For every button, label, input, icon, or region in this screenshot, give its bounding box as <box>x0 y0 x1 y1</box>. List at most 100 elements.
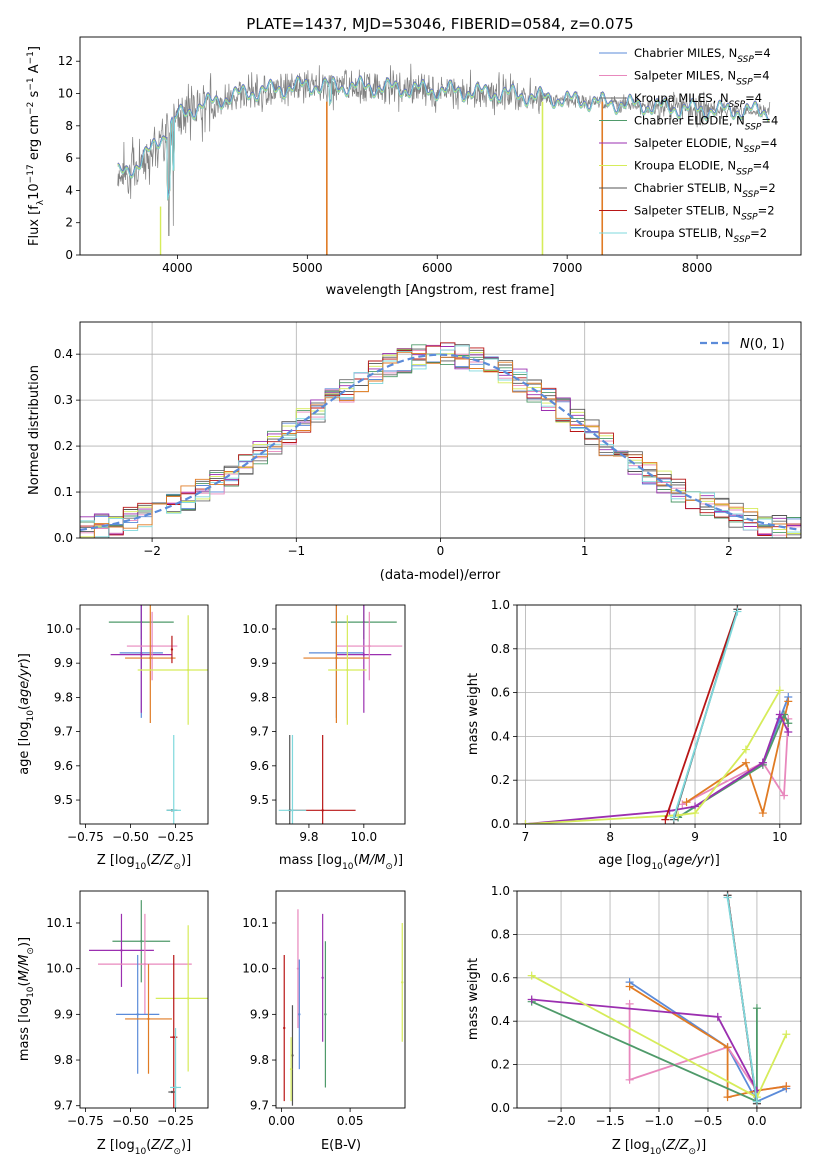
y-tick-label: 9.6 <box>54 759 73 773</box>
legend-label: Kroupa ELODIE, NSSP=4 <box>634 159 770 178</box>
data-point <box>527 971 536 980</box>
y-axis-label: Normed distribution <box>27 365 42 495</box>
y-tick-label: 10.0 <box>46 622 73 636</box>
x-tick-label: 4000 <box>162 261 193 275</box>
label-part: Flux [f <box>27 205 42 246</box>
age-vs-Z-axes: −0.75 −0.50 −0.25 9.5 9.6 9.7 9.8 9.9 10.0 Z [log… <box>17 604 209 872</box>
label-part: −17 <box>26 164 36 183</box>
data-point <box>289 1067 293 1071</box>
plot-area <box>521 605 793 824</box>
data-point <box>296 967 300 970</box>
x-axis-label: age [log10(age/yr)] <box>598 853 720 872</box>
label-part: )] <box>17 937 32 947</box>
data-point <box>172 1035 175 1039</box>
x-axis-label: Z [log10(Z/Z⊙)] <box>612 1138 706 1157</box>
y-tick-label: 4 <box>65 183 73 197</box>
label-part: SSP <box>744 145 761 155</box>
label-part: mass [log <box>279 853 342 868</box>
y-tick-label: 1.0 <box>491 884 510 898</box>
y-tick-label: 0.0 <box>491 817 510 831</box>
y-tick-label: 0.8 <box>491 642 510 656</box>
legend-label: Chabrier STELIB, NSSP=2 <box>634 181 776 200</box>
x-tick-label: 0 <box>437 544 445 558</box>
x-axis-label: E(B-V) <box>321 1138 361 1153</box>
data-point <box>401 981 404 984</box>
y-tick-label: 9.8 <box>250 1053 269 1067</box>
data-point <box>625 1075 634 1084</box>
label-part: 10 <box>650 1147 662 1157</box>
y-tick-label: 10.1 <box>46 916 73 930</box>
label-part: s <box>27 90 42 101</box>
y-tick-label: 10.0 <box>242 962 269 976</box>
label-part: ( <box>354 853 359 868</box>
plot-area <box>283 909 404 1106</box>
y-tick-label: 10.1 <box>242 916 269 930</box>
data-point <box>170 1090 174 1094</box>
y-tick-label: 12 <box>58 54 73 68</box>
plot-area <box>527 891 791 1108</box>
axes-frame <box>79 36 802 256</box>
label-part: erg cm <box>27 115 42 164</box>
y-tick-label: 9.7 <box>54 1099 73 1113</box>
x-axis-label: Z [log10(Z/Z⊙)] <box>97 1138 191 1157</box>
data-point <box>172 809 175 812</box>
label-part: age [log <box>598 853 651 868</box>
label-part: 10 <box>342 862 354 872</box>
label-part: =4 <box>753 69 770 83</box>
y-axis-label: mass weight <box>466 673 481 755</box>
data-point <box>782 1082 791 1091</box>
plots: 4000 5000 6000 7000 8000024681012wavelength … <box>17 36 802 1157</box>
series-line <box>726 897 758 1102</box>
label-part: SSP <box>737 55 754 65</box>
plot-area <box>278 605 403 824</box>
data-point <box>784 728 793 737</box>
data-point <box>298 1013 301 1016</box>
label-part: Z/Z <box>150 1138 174 1153</box>
axes-frame <box>79 890 209 1109</box>
label-part: =4 <box>745 91 762 105</box>
data-point <box>691 809 700 818</box>
label-part: Chabrier ELODIE, N <box>634 114 745 128</box>
x-tick-label: 1 <box>581 544 589 558</box>
data-point <box>527 995 536 1004</box>
label-part: ( <box>17 981 32 986</box>
y-tick-label: 0.6 <box>491 971 510 985</box>
series-line <box>664 609 739 820</box>
y-tick-label: 0.2 <box>491 773 510 787</box>
y-tick-label: 10.0 <box>242 622 269 636</box>
label-part: Kroupa MILES, N <box>634 91 729 105</box>
series-line <box>531 1000 758 1103</box>
label-part: Z [log <box>97 853 135 868</box>
y-tick-label: 6 <box>65 151 73 165</box>
label-part: ( <box>146 1138 151 1153</box>
x-tick-label: 9 <box>691 830 699 844</box>
label-part: )] <box>17 653 32 663</box>
label-part: 10 <box>27 183 42 200</box>
series-line <box>677 712 790 819</box>
plot-area <box>108 605 208 824</box>
data-point <box>752 1097 761 1106</box>
label-part: =2 <box>750 226 767 240</box>
data-point <box>682 798 691 807</box>
data-point <box>150 644 154 648</box>
y-tick-label: 9.6 <box>250 759 269 773</box>
data-point <box>143 962 147 966</box>
label-part: SSP <box>741 213 758 223</box>
data-point <box>723 893 732 902</box>
y-tick-label: 0.2 <box>54 439 73 453</box>
label-part: (0, 1) <box>750 337 785 352</box>
y-tick-label: 0.4 <box>54 347 73 361</box>
label-part: Kroupa ELODIE, N <box>634 159 736 173</box>
label-part: SSP <box>745 123 762 133</box>
y-tick-label: 9.5 <box>250 793 269 807</box>
legend-label: Chabrier MILES, NSSP=4 <box>634 46 771 65</box>
series-line <box>686 701 790 817</box>
label-part: )] <box>181 853 191 868</box>
data-point <box>733 607 742 616</box>
x-tick-label: −0.25 <box>157 1114 194 1128</box>
y-tick-label: 9.9 <box>54 656 73 670</box>
label-part: M/M <box>359 853 386 868</box>
x-tick-label: 9.8 <box>299 830 318 844</box>
x-tick-label: 6000 <box>422 261 453 275</box>
data-point <box>625 999 634 1008</box>
